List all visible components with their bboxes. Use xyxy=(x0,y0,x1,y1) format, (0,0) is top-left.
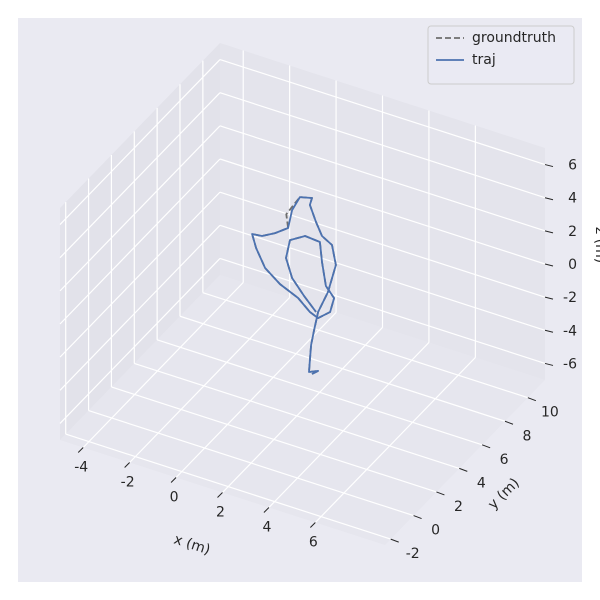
tick-mark xyxy=(390,538,399,543)
tick-mark xyxy=(217,492,223,498)
grid-line xyxy=(129,297,291,463)
tick-mark xyxy=(544,296,554,300)
grid-line xyxy=(65,433,391,540)
y-tick-label: 2 xyxy=(454,499,463,515)
grid-line xyxy=(59,92,221,259)
grid-line xyxy=(59,191,221,358)
tick-mark xyxy=(527,397,537,402)
legend: groundtruth traj xyxy=(427,25,575,85)
tick-mark xyxy=(544,197,554,201)
tick-mark xyxy=(263,507,270,513)
grid-line xyxy=(219,191,546,298)
tick-mark xyxy=(413,515,422,520)
grid-line xyxy=(179,315,506,422)
tick-mark xyxy=(544,164,554,168)
tick-mark xyxy=(544,263,554,267)
z-tick-label: -4 xyxy=(563,323,577,339)
lines xyxy=(251,196,337,375)
tick-mark xyxy=(544,230,554,234)
tick-mark xyxy=(544,329,554,333)
x-tick-label: 2 xyxy=(216,505,225,521)
grid-line xyxy=(219,125,546,232)
tick-mark xyxy=(310,522,316,528)
z-tick-label: 6 xyxy=(568,158,577,174)
legend-label: groundtruth xyxy=(472,30,556,46)
grid-line xyxy=(202,292,529,399)
grid-line xyxy=(314,357,476,523)
tick-mark xyxy=(504,420,514,425)
grid-line xyxy=(219,224,546,331)
z-tick-label: -2 xyxy=(563,290,577,306)
grid-line xyxy=(59,258,221,424)
x-tick-label: -2 xyxy=(121,475,135,491)
y-tick-label: 10 xyxy=(541,405,559,421)
grid-line xyxy=(134,362,460,469)
z-tick-label: 0 xyxy=(568,257,577,273)
legend-box xyxy=(427,25,575,85)
tick-mark xyxy=(170,477,177,483)
grid-line xyxy=(222,327,383,493)
grid-line xyxy=(111,386,437,493)
y-tick-label: 6 xyxy=(500,452,509,468)
grid-line xyxy=(219,158,546,265)
y-tick-label: 0 xyxy=(431,523,440,539)
y-tick-label: -2 xyxy=(406,546,420,562)
trajectory-line xyxy=(251,196,337,375)
x-tick-label: 4 xyxy=(262,520,271,536)
tick-mark xyxy=(459,467,468,472)
tick-mark xyxy=(436,491,445,496)
grid-line xyxy=(59,224,221,391)
grid-line xyxy=(219,257,546,364)
z-tick-label: 4 xyxy=(568,191,577,207)
grid-line xyxy=(82,282,244,448)
y-tick-label: 4 xyxy=(477,475,486,491)
grid-line xyxy=(219,92,546,199)
tick-mark xyxy=(481,444,491,449)
tick-mark xyxy=(544,362,554,366)
x-tick-label: 0 xyxy=(170,490,179,506)
z-tick-label: 2 xyxy=(568,224,577,240)
z-tick-label: -6 xyxy=(563,356,577,372)
grid-line xyxy=(268,342,430,508)
grid-line xyxy=(175,312,337,478)
grid-line xyxy=(219,59,546,166)
x-tick-label: 6 xyxy=(309,535,318,551)
grid-line xyxy=(59,125,221,292)
legend-label: traj xyxy=(472,52,496,68)
grid xyxy=(59,50,546,540)
grid-line xyxy=(59,158,221,325)
tick-mark xyxy=(124,462,130,468)
grid-line xyxy=(156,339,483,446)
z-axis-label: z (m) xyxy=(592,227,600,263)
y-tick-label: 8 xyxy=(523,428,532,444)
x-tick-label: -4 xyxy=(74,460,88,476)
grid-line xyxy=(88,409,414,517)
grid-line xyxy=(59,59,221,225)
tick-mark xyxy=(77,447,84,453)
